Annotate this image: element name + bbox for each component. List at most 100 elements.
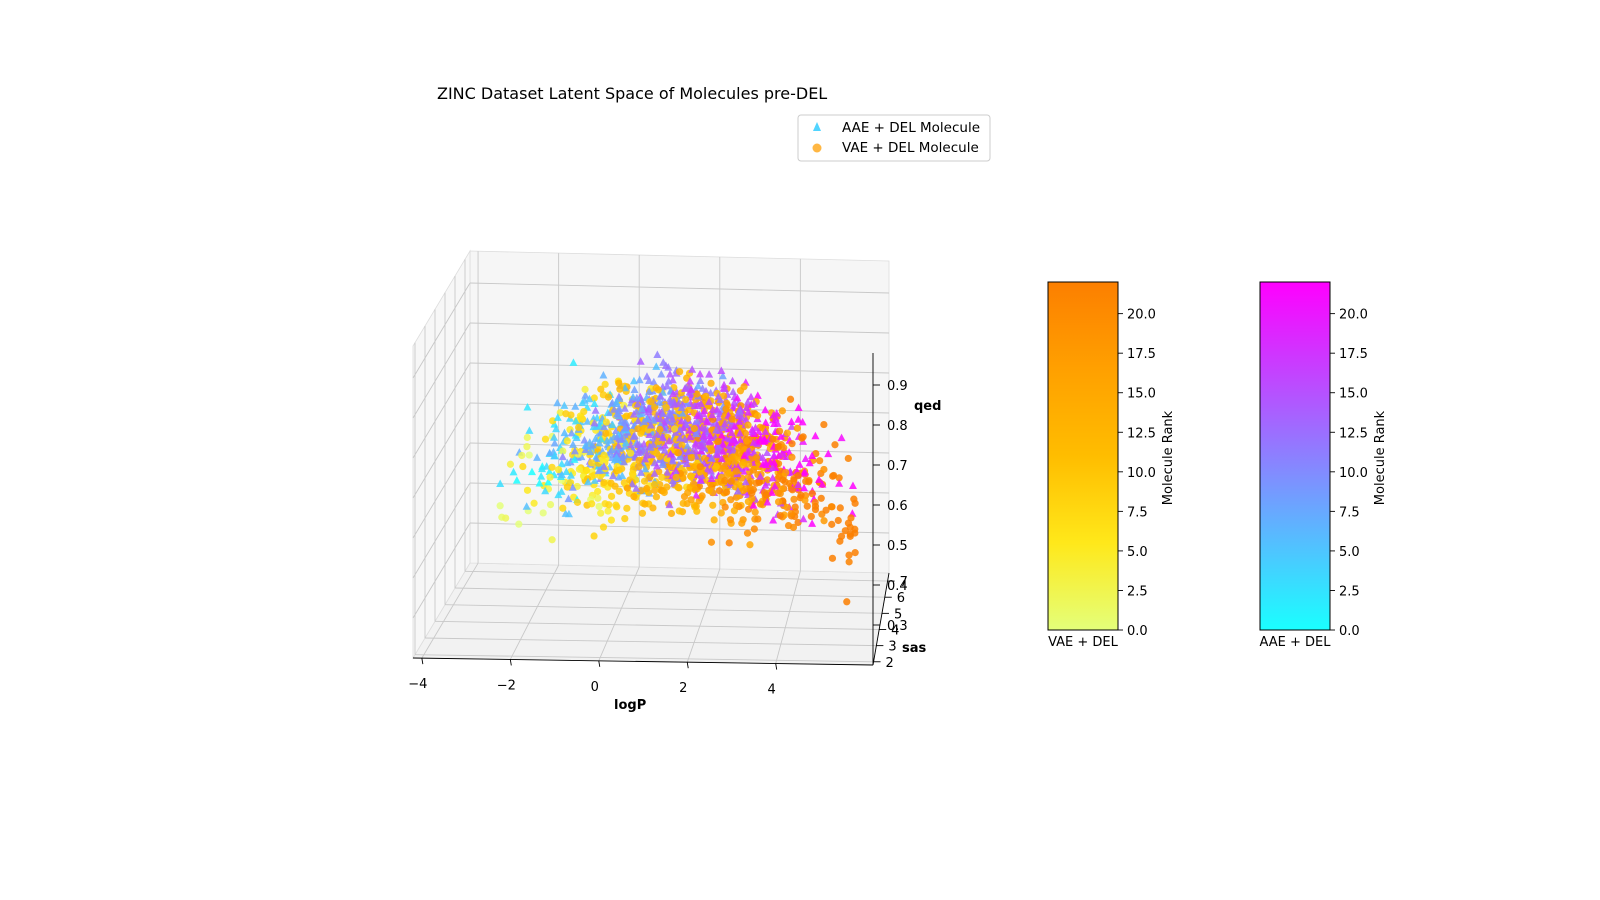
aae-point xyxy=(585,438,594,446)
gridline xyxy=(412,362,471,459)
aae-point xyxy=(787,417,796,425)
x-tick-label: −4 xyxy=(408,677,427,692)
vae-point xyxy=(674,483,682,491)
x-tick xyxy=(509,659,512,666)
aae-point xyxy=(678,409,687,417)
vae-point xyxy=(595,502,603,511)
aae-point xyxy=(720,380,729,389)
vae-point xyxy=(789,523,798,531)
vae-point xyxy=(689,480,698,488)
aae-point xyxy=(578,398,587,406)
aae-point xyxy=(550,451,559,460)
aae-point xyxy=(713,445,722,454)
vae-point xyxy=(600,478,608,487)
aae-point xyxy=(496,479,505,487)
aae-point xyxy=(600,422,609,431)
colorbar-vae-tick-label: 15.0 xyxy=(1127,387,1156,402)
aae-point xyxy=(794,480,803,489)
vae-point xyxy=(754,515,762,523)
colorbar-aae-bar xyxy=(1259,281,1331,631)
aae-point xyxy=(535,478,544,487)
aae-point xyxy=(569,440,578,448)
x-tick xyxy=(421,658,424,665)
aae-point xyxy=(646,421,655,429)
gridline xyxy=(469,282,890,294)
vae-point xyxy=(732,467,740,475)
vae-point xyxy=(554,466,563,474)
vae-point xyxy=(748,489,756,497)
aae-point xyxy=(663,381,672,390)
aae-point xyxy=(666,450,675,458)
aae-point xyxy=(637,404,646,413)
vae-point xyxy=(651,486,659,494)
vae-point xyxy=(594,494,602,502)
aae-point xyxy=(660,441,669,449)
vae-point xyxy=(656,425,664,433)
vae-point xyxy=(581,385,589,393)
colorbar-vae-tick-label: 10.0 xyxy=(1127,466,1156,481)
vae-point xyxy=(594,487,602,496)
vae-point xyxy=(607,479,615,487)
aae-point xyxy=(824,449,833,458)
aae-point xyxy=(668,456,677,465)
colorbar-aae-tick-label: 12.5 xyxy=(1339,426,1368,441)
aae-point xyxy=(544,477,553,486)
vae-point xyxy=(846,530,854,538)
z-tick-label: 0.4 xyxy=(887,579,908,594)
aae-point xyxy=(611,399,620,408)
aae-point xyxy=(714,442,723,450)
vae-point xyxy=(496,502,504,510)
aae-point xyxy=(680,384,689,392)
aae-point xyxy=(571,416,580,425)
aae-point xyxy=(748,427,757,436)
vae-point xyxy=(623,484,631,492)
aae-point xyxy=(656,414,665,422)
aae-point xyxy=(770,481,779,490)
vae-point xyxy=(843,598,851,606)
aae-point xyxy=(733,487,742,495)
aae-point xyxy=(761,405,770,414)
vae-point xyxy=(690,424,699,433)
aae-point xyxy=(590,476,599,484)
aae-point xyxy=(581,391,590,399)
colorbar-aae-tick-label: 5.0 xyxy=(1339,545,1360,560)
vae-point xyxy=(588,459,596,467)
vae-point xyxy=(662,403,670,412)
aae-point xyxy=(609,471,618,480)
aae-point xyxy=(639,439,648,448)
vae-point xyxy=(695,497,703,505)
vae-point xyxy=(744,421,752,429)
aae-point xyxy=(615,404,624,412)
vae-point xyxy=(807,512,815,521)
colorbar-vae-label: Molecule Rank xyxy=(1161,410,1176,505)
aae-point xyxy=(636,468,645,476)
z-tick-label: 0.3 xyxy=(887,619,908,634)
aae-point xyxy=(650,469,659,477)
vae-point xyxy=(736,387,745,395)
aae-point xyxy=(668,476,677,485)
aae-point xyxy=(808,519,817,527)
vae-point xyxy=(515,520,523,528)
y-tick-label: 2 xyxy=(886,656,894,671)
aae-point xyxy=(684,447,693,456)
aae-point xyxy=(527,467,536,476)
vae-point xyxy=(602,418,610,426)
vae-point xyxy=(518,451,526,460)
gridline xyxy=(412,282,471,379)
gridline xyxy=(421,562,479,659)
vae-point xyxy=(754,412,762,420)
vae-point xyxy=(743,529,752,537)
aae-point xyxy=(641,464,650,473)
vae-point xyxy=(811,502,820,510)
aae-point xyxy=(550,438,559,447)
aae-point xyxy=(522,502,531,510)
vae-point xyxy=(775,427,784,435)
aae-point xyxy=(629,410,638,418)
aae-point xyxy=(720,419,729,428)
vae-point xyxy=(845,551,853,559)
x-tick xyxy=(775,663,778,670)
vae-point xyxy=(820,517,828,525)
aae-point xyxy=(751,423,760,432)
vae-point xyxy=(801,496,809,504)
aae-point xyxy=(634,416,643,425)
